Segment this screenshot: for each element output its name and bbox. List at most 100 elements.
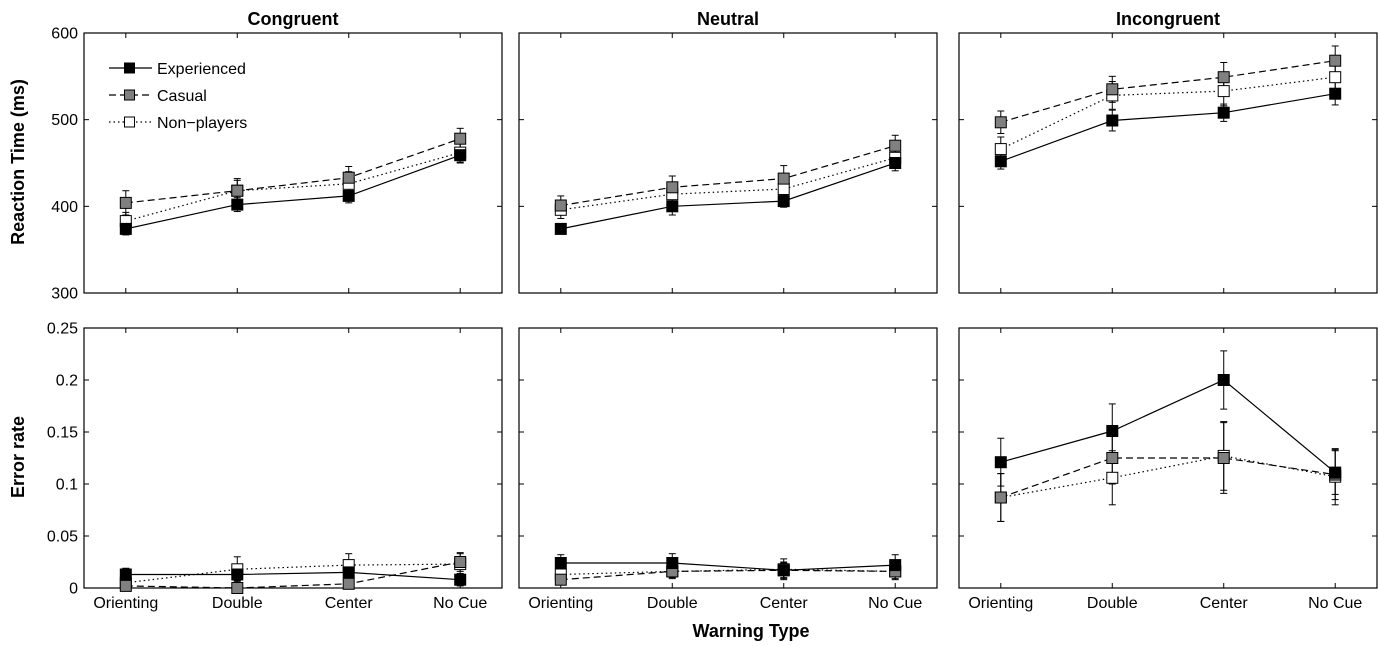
series-line-experienced: [1000, 379, 1336, 474]
legend-marker-nonplayers: [124, 116, 135, 128]
y-tick-label: 0: [69, 581, 78, 598]
data-point-experienced: [777, 195, 790, 208]
data-point-experienced: [889, 157, 902, 169]
x-tick-label-center: Center: [325, 595, 374, 612]
data-point-experienced: [1217, 374, 1230, 386]
legend: Experienced Casual Non−players: [109, 61, 247, 132]
legend-marker-experienced: [124, 62, 135, 74]
panel-2: Neutral: [518, 9, 938, 294]
data-point-experienced: [666, 557, 679, 569]
x-tick-label-no-cue: No Cue: [868, 595, 922, 612]
data-point-casual: [994, 491, 1007, 504]
data-point-casual: [554, 199, 567, 212]
series-line-casual: [125, 138, 461, 204]
panel-1: 300 400 500 600 Congruent: [51, 9, 503, 303]
series-line-casual: [1000, 60, 1336, 123]
data-point-casual: [1217, 452, 1230, 464]
panel-title-neutral: Neutral: [697, 9, 759, 29]
data-point-casual: [994, 116, 1007, 129]
x-tick-label-center: Center: [760, 595, 809, 612]
data-point-experienced: [889, 559, 902, 572]
data-point-experienced: [231, 198, 244, 211]
series-line-nonplayers: [1000, 76, 1336, 150]
plot-frame: [958, 32, 1378, 294]
series-line-casual: [560, 569, 896, 581]
y-tick-label: 0.05: [47, 529, 78, 546]
data-point-casual: [1217, 71, 1230, 84]
data-point-casual: [666, 181, 679, 194]
data-point-casual: [231, 582, 244, 594]
x-tick-label-double: Double: [647, 595, 698, 612]
series-line-casual: [125, 561, 461, 589]
plot-frame: [518, 327, 938, 589]
data-point-experienced: [666, 200, 679, 213]
data-point-casual: [342, 577, 355, 590]
data-point-experienced: [554, 222, 567, 235]
data-point-experienced: [342, 189, 355, 202]
y-tick-label: 0.25: [47, 321, 78, 338]
series-line-nonplayers: [1000, 455, 1336, 499]
data-point-casual: [777, 172, 790, 185]
x-tick-label-orienting: Orienting: [93, 595, 158, 612]
data-point-nonplayers: [1217, 85, 1230, 98]
x-tick-label-center: Center: [1200, 595, 1249, 612]
data-point-nonplayers: [1329, 71, 1342, 84]
series-line-casual: [560, 145, 896, 207]
y-tick-label: 0.2: [56, 373, 78, 390]
legend-label-nonplayers: Non−players: [157, 115, 247, 132]
series-line-experienced: [125, 154, 461, 230]
y-tick-label: 400: [51, 199, 78, 216]
legend-marker-casual: [124, 89, 135, 101]
y-axis-title-error-rate: Error rate: [8, 416, 28, 498]
data-point-casual: [889, 139, 902, 152]
panel-title-incongruent: Incongruent: [1116, 9, 1220, 29]
data-point-experienced: [1329, 87, 1342, 100]
panel-3: Incongruent: [958, 9, 1378, 294]
legend-label-casual: Casual: [157, 88, 207, 105]
y-tick-label: 300: [51, 286, 78, 303]
data-point-experienced: [994, 456, 1007, 469]
series-line-experienced: [560, 562, 896, 571]
series-line-nonplayers: [560, 568, 896, 576]
x-tick-label-double: Double: [1087, 595, 1138, 612]
data-point-casual: [454, 556, 467, 568]
legend-label-experienced: Experienced: [157, 61, 246, 78]
data-point-experienced: [1217, 106, 1230, 119]
data-point-casual: [1106, 83, 1119, 96]
data-point-casual: [454, 132, 467, 145]
series-line-casual: [1000, 457, 1336, 499]
data-point-casual: [554, 573, 567, 586]
series-line-nonplayers: [125, 563, 461, 584]
series-line-nonplayers: [560, 157, 896, 211]
y-tick-label: 500: [51, 112, 78, 129]
data-point-casual: [119, 579, 132, 592]
x-tick-label-double: Double: [212, 595, 263, 612]
data-point-experienced: [119, 568, 132, 581]
data-point-experienced: [1106, 425, 1119, 437]
panel-6: Orienting Double Center No Cue: [958, 327, 1378, 612]
panels: 300 400 500 600 Congruent Neutral Incongruent 0…: [47, 9, 1378, 612]
series-line-nonplayers: [125, 152, 461, 222]
data-point-nonplayers: [994, 143, 1007, 156]
series-line-experienced: [125, 571, 461, 581]
data-point-nonplayers: [777, 183, 790, 195]
plot-frame: [83, 327, 503, 589]
y-tick-label: 600: [51, 26, 78, 43]
data-point-experienced: [1106, 114, 1119, 127]
panel-4: 0 0.05 0.1 0.15 0.2 0.25 Orienting Double Center…: [47, 321, 503, 612]
plot-frame: [958, 327, 1378, 589]
data-point-experienced: [777, 564, 790, 577]
x-tick-label-no-cue: No Cue: [1308, 595, 1362, 612]
data-point-casual: [1106, 452, 1119, 464]
data-point-experienced: [554, 557, 567, 569]
x-tick-label-orienting: Orienting: [968, 595, 1033, 612]
plot-frame: [518, 32, 938, 294]
data-point-experienced: [231, 568, 244, 581]
y-tick-label: 0.1: [56, 477, 78, 494]
data-point-casual: [1329, 54, 1342, 67]
x-axis-title-warning-type: Warning Type: [693, 621, 810, 641]
y-axis-title-reaction-time: Reaction Time (ms): [8, 79, 28, 245]
panel-title-congruent: Congruent: [248, 9, 339, 29]
data-point-experienced: [119, 222, 132, 235]
